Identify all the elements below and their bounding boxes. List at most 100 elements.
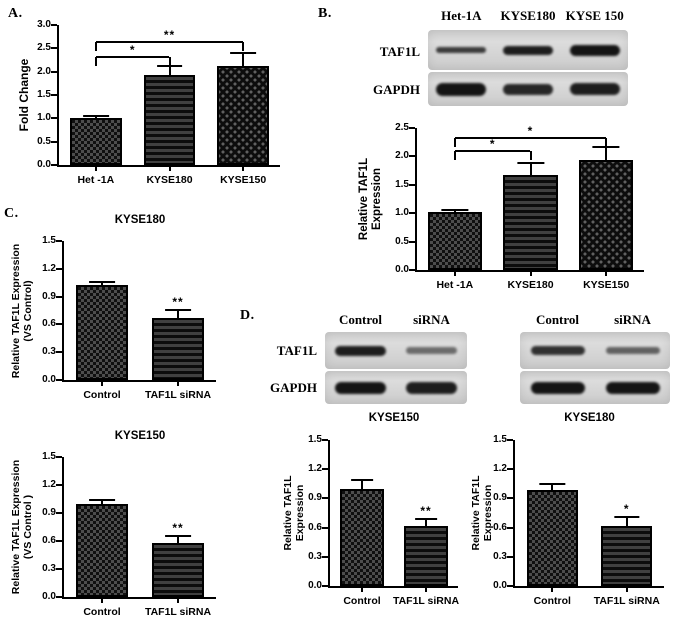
- y-tick: [507, 468, 513, 471]
- y-tick: [409, 127, 415, 129]
- error-bar: [453, 210, 456, 213]
- plot-area: Fold Change 0.0 0.5 1.0 1.5 2.0 2.5 3.0 Het -1A K…: [17, 20, 280, 186]
- y-tick: [409, 269, 415, 271]
- x-tick: [101, 380, 103, 386]
- y-tick-label: 1.2: [493, 463, 507, 475]
- kyse180-protein-quantification-chart: KYSE180 Relative TAF1L Expression 0.0 0.3 0.…: [470, 406, 674, 622]
- protein-band: [530, 346, 585, 355]
- y-axis-label: Relative TAF1L Expression: [281, 475, 306, 551]
- chart-title: KYSE150: [114, 430, 166, 442]
- y-tick: [51, 140, 57, 143]
- significance-bracket-end: [168, 56, 171, 66]
- y-tick: [51, 70, 57, 73]
- y-tick-label: 1.5: [308, 434, 322, 445]
- x-tick: [529, 270, 532, 276]
- blot-strip-gapdh: [325, 371, 467, 404]
- lane-labels: Het-1A KYSE180 KYSE 150: [428, 8, 628, 24]
- protein-band: [436, 82, 487, 96]
- protein-band: [605, 347, 660, 354]
- bar-control: [340, 488, 384, 586]
- significance-stars: **: [163, 27, 176, 42]
- x-category-label: TAF1L siRNA: [144, 606, 212, 618]
- y-tick: [56, 351, 62, 354]
- error-bar: [529, 164, 532, 176]
- y-tick: [322, 555, 328, 558]
- error-bar: [425, 519, 427, 526]
- protein-band: [569, 83, 620, 95]
- bar-control: [526, 489, 578, 586]
- y-tick-label: 0.0: [395, 264, 409, 275]
- lane-label-sirna: siRNA: [413, 312, 450, 327]
- y-tick-label: 0.6: [42, 318, 56, 330]
- x-category-label: Control: [83, 606, 121, 618]
- error-bar: [101, 283, 103, 286]
- y-tick-label: 0.0: [42, 374, 56, 385]
- significance-stars: **: [172, 295, 184, 310]
- y-tick-label: 0.0: [308, 580, 322, 591]
- y-tick-label: 0.3: [493, 550, 507, 562]
- protein-band: [605, 381, 660, 394]
- y-tick-label: 1.5: [42, 451, 56, 462]
- lane-labels: Control siRNA: [520, 312, 670, 328]
- x-tick: [361, 586, 363, 592]
- bar-control: [76, 503, 128, 597]
- x-category-label: KYSE150: [220, 174, 267, 186]
- y-tick-label: 2.5: [37, 42, 51, 54]
- y-tick: [56, 596, 62, 598]
- error-bar-cap: [230, 51, 257, 54]
- y-tick: [51, 24, 57, 26]
- panel-d-western-blot-kyse180: Control siRNA: [520, 310, 670, 406]
- y-tick-label: 0.0: [493, 580, 507, 591]
- significance-bracket-end: [453, 151, 456, 161]
- x-tick: [94, 165, 97, 171]
- protein-band: [436, 47, 487, 53]
- y-tick-label: 2.5: [395, 122, 409, 133]
- error-bar: [361, 480, 363, 489]
- y-tick: [322, 468, 328, 471]
- error-bar-cap: [516, 162, 545, 165]
- error-bar-cap: [351, 478, 373, 481]
- error-bar-cap: [415, 517, 437, 520]
- y-tick: [56, 267, 62, 270]
- y-tick-label: 0.9: [493, 492, 507, 504]
- error-bar: [94, 117, 97, 119]
- y-axis-label: Relative TAF1L Expression: [357, 157, 383, 241]
- y-tick: [507, 497, 513, 500]
- x-tick: [177, 597, 179, 603]
- x-tick: [242, 165, 245, 171]
- y-tick-label: 0.3: [42, 346, 56, 358]
- kyse150-sirna-knockdown-chart: KYSE150 Relative TAF1L Expression (VS Con…: [8, 427, 230, 625]
- kyse180-sirna-knockdown-chart: KYSE180 Relative TAF1L Expression (VS Con…: [8, 212, 230, 412]
- y-axis-label: Fold Change: [17, 58, 32, 132]
- bar-kyse180: [143, 74, 196, 165]
- bar-kyse150: [578, 160, 634, 270]
- y-tick: [507, 526, 513, 529]
- error-bar-cap: [441, 208, 469, 211]
- panel-a-label: A.: [8, 6, 23, 21]
- lane-label-het-1a: Het-1A: [441, 8, 482, 23]
- error-bar-cap: [89, 498, 115, 501]
- y-axis-label: Relative TAF1L Expression: [469, 475, 494, 551]
- blot-strip-taf1l: [325, 332, 467, 369]
- y-tick: [51, 164, 57, 166]
- y-tick-label: 0.5: [395, 235, 409, 247]
- y-tick-label: 3.0: [37, 19, 51, 30]
- bar-kyse150: [217, 65, 269, 165]
- y-tick-label: 1.2: [308, 463, 322, 475]
- panel-c-label: C.: [4, 206, 19, 221]
- y-tick: [56, 484, 62, 486]
- lane-label-kyse-150: KYSE 150: [565, 8, 624, 23]
- error-bar-cap: [165, 309, 191, 312]
- x-tick: [101, 597, 103, 603]
- x-tick: [425, 586, 427, 592]
- y-tick-label: 0.3: [308, 550, 322, 562]
- y-tick: [322, 585, 328, 587]
- bar-taf1l-sirna: [152, 542, 204, 597]
- x-category-label: Het -1A: [77, 174, 115, 186]
- y-tick-label: 0.9: [42, 507, 56, 518]
- error-bar-cap: [614, 515, 640, 518]
- blot-row-label-gapdh: GAPDH: [270, 380, 317, 395]
- kyse150-protein-quantification-chart: KYSE150 Relative TAF1L Expression 0.0 0.3 0.…: [282, 406, 468, 622]
- significance-bracket-end: [453, 137, 456, 147]
